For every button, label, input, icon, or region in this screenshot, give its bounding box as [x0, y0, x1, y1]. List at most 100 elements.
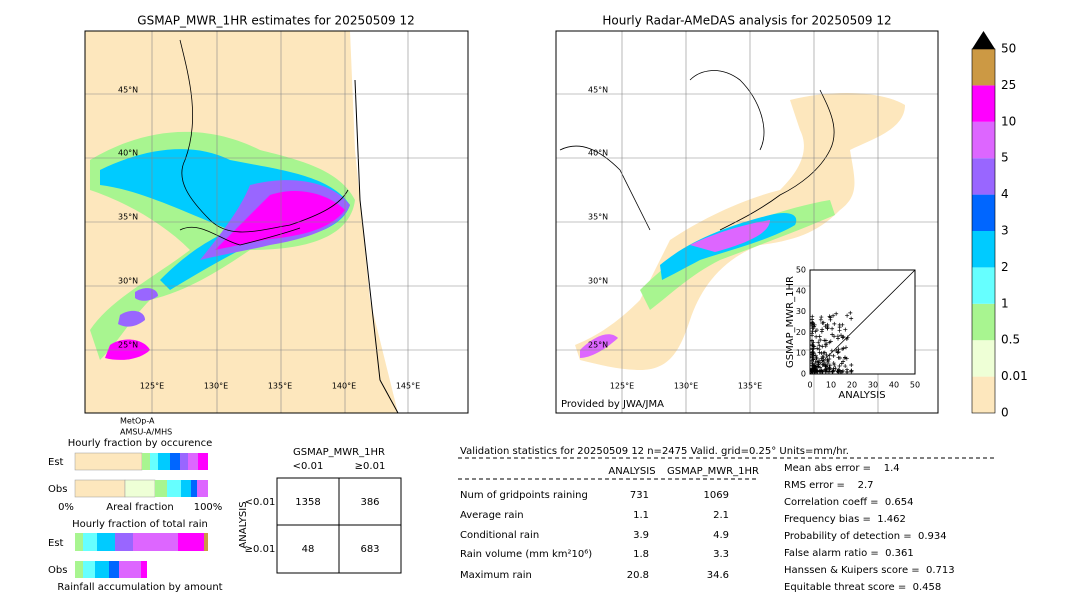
scatter-point — [835, 369, 840, 374]
scatter-point — [840, 335, 845, 340]
y-tick-label: 20 — [796, 328, 806, 337]
lon-label: 145°E — [396, 382, 420, 391]
colorbar-segment — [972, 303, 995, 341]
x-tick-label: 40 — [889, 381, 899, 390]
scatter-point — [833, 366, 838, 371]
satellite: MetOp-A — [120, 417, 155, 426]
stat-label: Maximum rain — [460, 570, 532, 581]
scatter-point — [836, 355, 841, 360]
colorbar-label: 3 — [1001, 224, 1009, 238]
col-label: <0.01 — [293, 461, 324, 472]
scatter-xlabel: ANALYSIS — [838, 390, 885, 401]
scatter-point — [839, 369, 844, 374]
scatter-point — [814, 355, 819, 360]
row-label: Est — [48, 457, 64, 468]
colorbar-label: 0.01 — [1001, 369, 1028, 383]
fraction-footer: Rainfall accumulation by amount — [57, 582, 222, 593]
scatter-point — [836, 350, 841, 355]
colorbar-frame — [971, 48, 996, 414]
cell: 1358 — [295, 497, 320, 508]
credit: Provided by JWA/JMA — [561, 399, 664, 410]
scatter-point — [820, 344, 825, 349]
x-tick-label: 50 — [910, 381, 920, 390]
scatter-point — [810, 317, 815, 322]
scatter-point — [831, 366, 836, 371]
scatter-point — [845, 313, 850, 318]
scatter-point — [824, 369, 829, 374]
lat-label: 30°N — [118, 277, 138, 286]
scatter-point — [810, 326, 815, 331]
colorbar-segment — [972, 231, 995, 268]
map-title: Hourly Radar-AMeDAS analysis for 2025050… — [602, 14, 891, 28]
stat-value: 1.1 — [633, 510, 649, 521]
stat-label: Average rain — [460, 510, 524, 521]
scatter-ylabel: GSMAP_MWR_1HR — [785, 276, 796, 368]
scatter-point — [817, 343, 822, 348]
lon-label: 135°E — [738, 382, 762, 391]
lon-label: 130°E — [204, 382, 228, 391]
scatter-point — [817, 347, 822, 352]
scatter-point — [814, 364, 819, 369]
lon-label: 135°E — [268, 382, 292, 391]
colorbar-label: 25 — [1001, 78, 1016, 92]
scatter-point — [816, 340, 821, 345]
scatter-point — [837, 363, 842, 368]
scatter-point — [815, 346, 820, 351]
scatter-point — [832, 334, 837, 339]
stat-value: 2.1 — [713, 510, 729, 521]
scatter-point — [827, 314, 832, 319]
scatter-point — [813, 360, 818, 365]
fraction-bars — [74, 452, 208, 578]
x-tick-label: 20 — [847, 381, 857, 390]
colorbar: 0 0.01 0.5 1 2 3 4 5 10 25 50 — [971, 31, 1028, 420]
scatter-point — [849, 363, 854, 368]
colorbar-label: 10 — [1001, 114, 1016, 128]
y-tick-label: 30 — [796, 307, 806, 316]
lon-label: 140°E — [332, 382, 356, 391]
scatter-point — [832, 362, 837, 367]
stat-value: 731 — [630, 490, 649, 501]
scatter-point — [823, 363, 828, 368]
cell: 683 — [360, 544, 379, 555]
colorbar-label: 5 — [1001, 151, 1009, 165]
row-label: Est — [48, 538, 64, 549]
colorbar-label: 0.5 — [1001, 333, 1020, 347]
colorbar-segment — [972, 340, 995, 377]
satellite: AMSU-A/MHS — [120, 428, 172, 437]
scatter-point — [810, 320, 815, 325]
row-label: ≥0.01 — [245, 544, 276, 555]
cell: 48 — [302, 544, 315, 555]
colorbar-segment — [972, 376, 995, 413]
scatter-point — [810, 361, 815, 366]
scatter-point — [831, 353, 836, 358]
scatter-point — [821, 355, 826, 360]
scatter-point — [812, 365, 817, 370]
colorbar-segment — [972, 49, 995, 86]
scatter-point — [830, 326, 835, 331]
lon-label: 125°E — [140, 382, 164, 391]
scatter-point — [836, 347, 841, 352]
scatter-point — [831, 313, 836, 318]
x-tick-label: 10 — [826, 381, 836, 390]
scatter-point — [843, 355, 848, 360]
score: False alarm ratio = 0.361 — [784, 548, 914, 559]
colorbar-segment — [972, 158, 995, 195]
axis-label: 100% — [194, 502, 223, 513]
scatter-point — [820, 362, 825, 367]
scatter-point — [829, 348, 834, 353]
fraction-title: Hourly fraction by occurence — [68, 438, 212, 449]
score: Mean abs error = 1.4 — [784, 463, 900, 474]
y-tick-label: 10 — [796, 349, 806, 358]
validation-header: Validation statistics for 20250509 12 n=… — [460, 446, 849, 457]
scatter-point — [839, 333, 844, 338]
scatter-point — [810, 338, 815, 343]
scatter-point — [827, 340, 832, 345]
scatter-point — [818, 338, 823, 343]
scatter-point — [825, 358, 830, 363]
stat-label: Num of gridpoints raining — [460, 490, 588, 501]
colorbar-segment — [972, 85, 995, 122]
colorbar-label: 0 — [1001, 406, 1009, 420]
scatter-point — [820, 321, 825, 326]
colorbar-label: 4 — [1001, 187, 1009, 201]
stat-value: 4.9 — [713, 530, 729, 541]
